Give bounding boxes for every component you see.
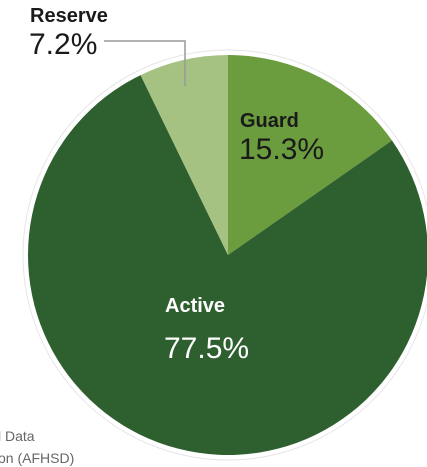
- source-text: l Data: [0, 428, 35, 444]
- slice-value-label: 77.5%: [164, 332, 249, 365]
- pie-slice: [140, 55, 228, 255]
- slice-label: Guard: [240, 110, 299, 132]
- source-text: on (AFHSD): [0, 450, 74, 466]
- leader-line: [104, 40, 186, 86]
- slice-label: Reserve: [30, 5, 108, 27]
- slice-value-label: 15.3%: [239, 133, 324, 166]
- pie-slice: [228, 55, 392, 255]
- slice-label: Active: [165, 295, 225, 317]
- pie-slice: [28, 75, 427, 455]
- slices: [28, 55, 427, 455]
- slice-value-label: 7.2%: [29, 28, 97, 61]
